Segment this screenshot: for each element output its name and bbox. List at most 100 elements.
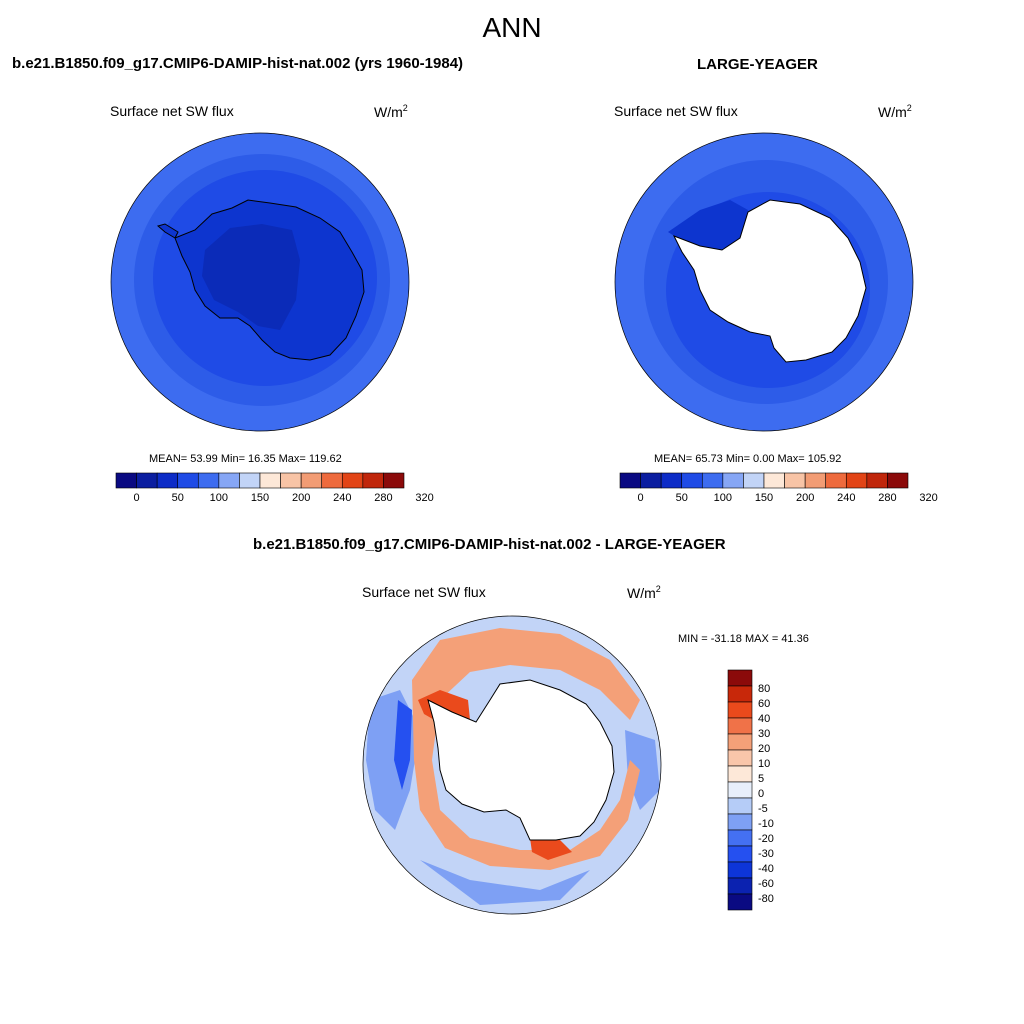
panel2-case-title: LARGE-YEAGER (697, 56, 818, 73)
map2-land-mask (672, 199, 867, 363)
map-panel2 (615, 133, 913, 431)
map3-land-mask (427, 679, 615, 841)
colorbar3-box (727, 669, 753, 687)
map-panel1 (111, 133, 409, 431)
colorbar-tick-label: -80 (758, 893, 774, 905)
colorbar-tick-label: 240 (333, 492, 352, 504)
colorbar-tick-label: 20 (758, 743, 771, 755)
panel1-case-title: b.e21.B1850.f09_g17.CMIP6-DAMIP-hist-nat… (12, 55, 464, 72)
colorbar2-box (722, 472, 744, 489)
colorbar-tick-label: 5 (758, 773, 765, 785)
colorbar2-box (804, 472, 827, 489)
colorbar-tick-label: 50 (675, 492, 688, 504)
colorbar3-box (727, 845, 753, 863)
colorbar1-box (321, 472, 343, 489)
map3-hot-ross (530, 838, 572, 860)
colorbar1-box (383, 472, 405, 489)
colorbar2-box (845, 472, 868, 489)
colorbar1-box (362, 472, 384, 489)
colorbar-tick-label: 0 (637, 492, 644, 504)
panel1-variable-label: Surface net SW flux (110, 103, 234, 119)
colorbar1-box (341, 472, 364, 489)
colorbar2-box (701, 472, 724, 489)
colorbar1-box (218, 472, 240, 489)
colorbar2 (619, 472, 909, 489)
colorbar2-box (681, 472, 703, 489)
panel2-units-label: W/m2 (878, 103, 912, 120)
colorbar-tick-label: -30 (758, 848, 774, 860)
colorbar3-box (727, 893, 753, 911)
panel3-variable-label: Surface net SW flux (362, 584, 486, 600)
colorbar2-box (887, 472, 909, 489)
colorbar-tick-label: 280 (374, 492, 393, 504)
colorbar-tick-label: 100 (209, 492, 229, 504)
colorbar2-box (763, 472, 785, 489)
colorbar3-box (727, 685, 753, 703)
colorbar-tick-label: 150 (754, 492, 774, 504)
colorbar2-box (743, 472, 765, 489)
colorbar3-box (727, 781, 753, 799)
panel2-variable-label: Surface net SW flux (614, 103, 738, 119)
colorbar3-box (727, 733, 753, 751)
map2-frame (614, 132, 914, 432)
map-panel3 (363, 616, 661, 914)
panel1-units-label: W/m2 (374, 103, 408, 120)
colorbar1-box (259, 472, 281, 489)
colorbar-tick-label: 320 (919, 492, 938, 504)
colorbar2-box (825, 472, 847, 489)
map3-frame (362, 615, 662, 915)
colorbar-tick-label: 100 (713, 492, 733, 504)
colorbar-tick-label: 150 (250, 492, 270, 504)
colorbar1-box (156, 472, 179, 489)
map2-weddell-dark (668, 200, 748, 250)
colorbar2-box (660, 472, 683, 489)
colorbar3-box (727, 717, 753, 735)
colorbar3-box (727, 861, 753, 879)
colorbar2-box (866, 472, 888, 489)
colorbar1-box (300, 472, 323, 489)
map3-warm-ring (412, 628, 640, 870)
colorbar1-box (115, 472, 137, 489)
panel3-case-title: b.e21.B1850.f09_g17.CMIP6-DAMIP-hist-nat… (253, 536, 726, 553)
colorbar-tick-label: -60 (758, 878, 774, 890)
colorbar2-box (784, 472, 806, 489)
colorbar3-box (727, 877, 753, 895)
colorbar1-box (136, 472, 158, 489)
colorbar1 (115, 472, 405, 489)
colorbar-tick-label: 40 (758, 713, 771, 725)
panel2-stats: MEAN= 65.73 Min= 0.00 Max= 105.92 (654, 453, 842, 465)
colorbar1-box (197, 472, 220, 489)
colorbar1-box (280, 472, 302, 489)
map1-peninsula (156, 223, 179, 239)
colorbar-tick-label: -40 (758, 863, 774, 875)
colorbar-tick-label: 280 (878, 492, 897, 504)
colorbar3-box (727, 813, 753, 831)
map1-frame (110, 132, 410, 432)
colorbar3 (727, 669, 753, 911)
map1-antarctica-deep (202, 224, 300, 330)
map3-cold-west (394, 700, 412, 790)
colorbar-tick-label: 10 (758, 758, 771, 770)
colorbar3-box (727, 749, 753, 767)
colorbar-tick-label: 0 (758, 788, 765, 800)
colorbar-tick-label: 30 (758, 728, 771, 740)
colorbar2-box (640, 472, 662, 489)
colorbar-tick-label: 60 (758, 698, 771, 710)
colorbar-tick-label: 80 (758, 683, 771, 695)
panel1-stats: MEAN= 53.99 Min= 16.35 Max= 119.62 (149, 453, 342, 465)
colorbar-tick-label: -20 (758, 833, 774, 845)
colorbar-tick-label: 200 (291, 492, 311, 504)
colorbar-tick-label: 200 (795, 492, 815, 504)
panel3-units-label: W/m2 (627, 584, 661, 601)
panel3-minmax-stats: MIN = -31.18 MAX = 41.36 (678, 633, 809, 645)
colorbar-tick-label: 240 (837, 492, 856, 504)
colorbar3-box (727, 765, 753, 783)
colorbar3-box (727, 829, 753, 847)
map3-cool-south (420, 860, 590, 905)
colorbar-tick-label: 50 (171, 492, 184, 504)
colorbar-tick-label: -5 (758, 803, 768, 815)
colorbar2-box (619, 472, 641, 489)
colorbar3-box (727, 797, 753, 815)
colorbar1-box (239, 472, 261, 489)
